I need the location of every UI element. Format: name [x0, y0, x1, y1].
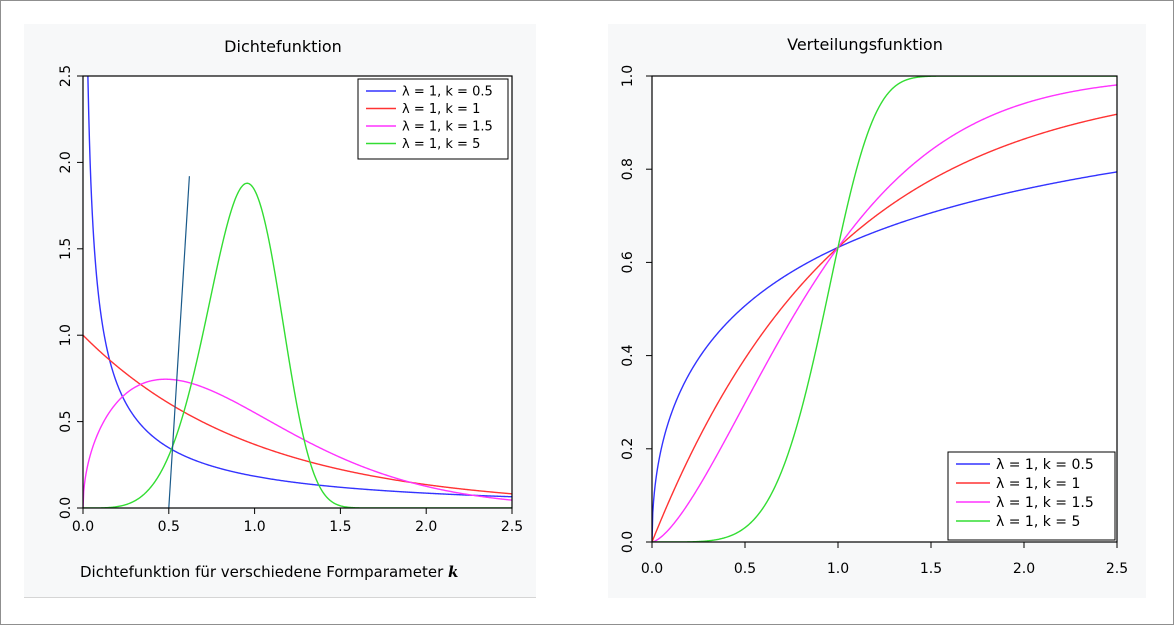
x-tick-label: 1.5: [329, 519, 351, 535]
y-tick-label: 0.8: [620, 158, 636, 180]
x-tick-label: 2.0: [415, 519, 437, 535]
chart-title: Verteilungsfunktion: [787, 35, 943, 54]
legend-entry: λ = 1, k = 1: [402, 102, 480, 117]
panel-divider: [24, 597, 536, 598]
x-tick-label: 0.0: [72, 519, 94, 535]
x-tick-label: 0.5: [158, 519, 180, 535]
x-tick-label: 2.5: [1106, 561, 1128, 577]
legend-entry: λ = 1, k = 0.5: [402, 85, 493, 100]
x-tick-label: 2.0: [1013, 561, 1035, 577]
x-tick-label: 0.0: [641, 561, 663, 577]
legend-entry: λ = 1, k = 0.5: [996, 457, 1094, 473]
shape-parameter-symbol: k: [448, 563, 459, 581]
y-tick-label: 0.0: [58, 497, 74, 519]
density-chart: Dichtefunktion 0.0 0.5 1.0 1.5 2.0 2.5 0.0 0.5 1.…: [58, 37, 523, 535]
legend-entry: λ = 1, k = 1.5: [996, 495, 1094, 511]
y-tick-label: 0.0: [620, 531, 636, 553]
y-tick-label: 2.0: [58, 151, 74, 173]
y-tick-label: 0.6: [620, 251, 636, 273]
series-line-3: [83, 378, 512, 508]
series-line-2: [652, 113, 1117, 542]
series-line-2: [83, 334, 512, 495]
series-line-4: [652, 76, 1117, 542]
y-tick-label: 1.0: [620, 65, 636, 87]
legend-box: [357, 78, 509, 160]
legend-entry: λ = 1, k = 1.5: [402, 120, 493, 135]
chart-title: Dichtefunktion: [224, 37, 342, 56]
cdf-chart: Verteilungsfunktion 0.0 0.5 1.0 1.5 2.0 2.5 0.0…: [620, 35, 1128, 577]
y-tick-label: 0.4: [620, 344, 636, 366]
series-line-1: [652, 171, 1117, 542]
density-caption: Dichtefunktion für verschiedene Formpara…: [80, 563, 458, 581]
axes-frame: [82, 75, 513, 509]
density-caption-text: Dichtefunktion für verschiedene Formpara…: [80, 563, 444, 581]
y-tick-label: 2.5: [58, 65, 74, 87]
x-tick-label: 2.5: [501, 519, 523, 535]
series-line-3: [652, 84, 1117, 542]
legend-box: [947, 451, 1116, 541]
axes-frame: [651, 75, 1118, 543]
x-tick-label: 1.0: [243, 519, 265, 535]
series-line-1: [87, 76, 512, 498]
x-tick-label: 1.0: [827, 561, 849, 577]
legend-entry: λ = 1, k = 5: [402, 137, 480, 152]
legend-entry: λ = 1, k = 5: [996, 514, 1080, 530]
x-tick-label: 1.5: [920, 561, 942, 577]
legend-entry: λ = 1, k = 1: [996, 476, 1080, 492]
series-line-4: [83, 182, 512, 508]
y-tick-label: 0.5: [58, 410, 74, 432]
x-tick-label: 0.5: [734, 561, 756, 577]
annotation-line: [168, 176, 190, 509]
y-tick-label: 0.2: [620, 438, 636, 460]
y-tick-label: 1.0: [58, 324, 74, 346]
y-tick-label: 1.5: [58, 238, 74, 260]
